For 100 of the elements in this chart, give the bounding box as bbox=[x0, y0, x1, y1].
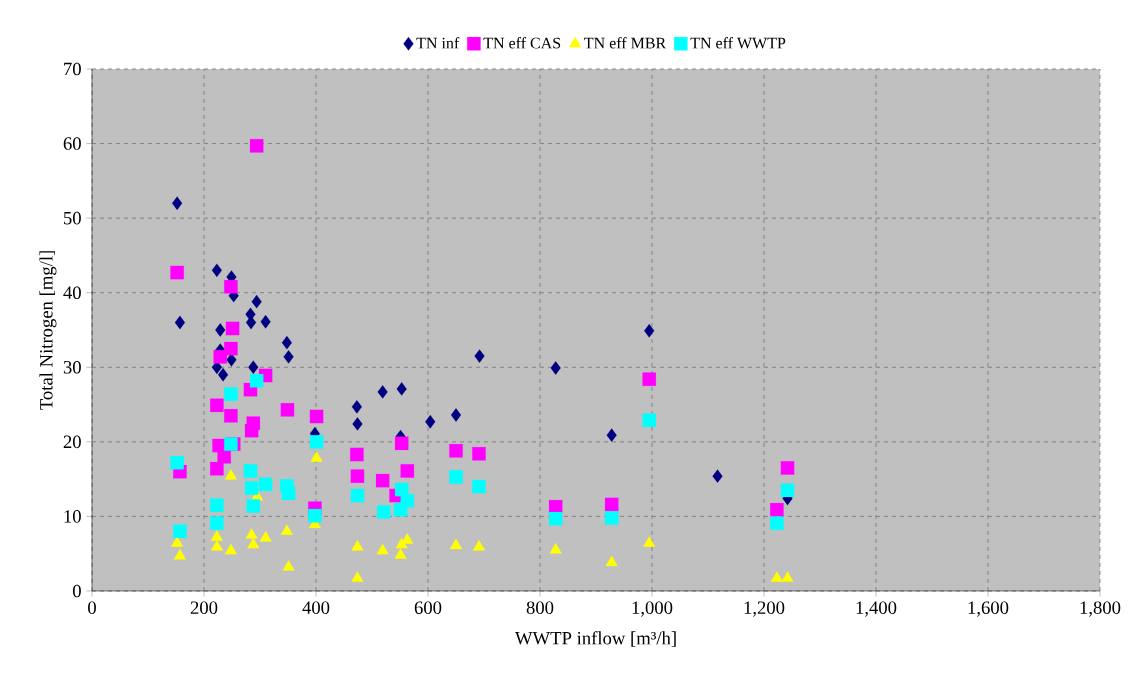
point bbox=[770, 516, 784, 530]
point bbox=[170, 455, 184, 470]
point bbox=[770, 502, 784, 517]
x-axis-title: WWTP inflow [m³/h] bbox=[514, 631, 676, 647]
point bbox=[247, 537, 260, 549]
point bbox=[549, 542, 562, 554]
point bbox=[283, 350, 294, 364]
point bbox=[170, 265, 184, 280]
point bbox=[226, 353, 237, 367]
y-axis-title: Total Nitrogen [mg/l] bbox=[39, 251, 57, 410]
point bbox=[244, 481, 259, 495]
x-tick-label: 1,600 bbox=[968, 601, 1009, 617]
point bbox=[260, 315, 271, 329]
point bbox=[352, 417, 363, 431]
point bbox=[211, 263, 222, 278]
point bbox=[249, 373, 264, 388]
point bbox=[474, 349, 485, 363]
x-tick-label: 1,200 bbox=[744, 601, 785, 617]
point bbox=[449, 470, 463, 484]
legend-label: TN eff CAS bbox=[483, 37, 561, 49]
y-tick-label: 0 bbox=[72, 584, 81, 598]
point bbox=[258, 477, 273, 492]
point bbox=[246, 499, 261, 513]
point bbox=[548, 511, 563, 526]
point bbox=[350, 469, 365, 483]
point bbox=[225, 321, 240, 336]
point bbox=[642, 413, 656, 427]
point bbox=[282, 560, 295, 571]
y-tick-label: 20 bbox=[63, 435, 81, 449]
x-tick-label: 600 bbox=[414, 601, 442, 614]
point bbox=[472, 479, 486, 494]
x-tick-label: 1,800 bbox=[1080, 601, 1121, 617]
point bbox=[210, 398, 224, 413]
point bbox=[781, 571, 794, 582]
point bbox=[280, 524, 293, 535]
point bbox=[213, 350, 227, 364]
point bbox=[425, 414, 436, 429]
point bbox=[215, 323, 226, 337]
legend-label: TN eff WWTP bbox=[690, 37, 786, 49]
point bbox=[377, 385, 388, 399]
point bbox=[450, 408, 462, 422]
point bbox=[210, 539, 223, 551]
point bbox=[224, 469, 237, 480]
point bbox=[770, 571, 783, 582]
point bbox=[449, 538, 463, 550]
point bbox=[224, 409, 238, 423]
point bbox=[642, 372, 656, 386]
point bbox=[248, 360, 259, 375]
point bbox=[249, 139, 264, 153]
point bbox=[376, 543, 389, 555]
point bbox=[244, 423, 259, 438]
point bbox=[604, 511, 619, 525]
point bbox=[210, 461, 224, 476]
y-tick-label: 10 bbox=[64, 510, 81, 523]
x-tick-label: 400 bbox=[302, 601, 330, 614]
y-tick-label: 70 bbox=[64, 62, 81, 76]
x-tick-label: 1,400 bbox=[856, 601, 897, 617]
point bbox=[173, 548, 187, 560]
point bbox=[210, 516, 224, 530]
point bbox=[243, 464, 258, 478]
point bbox=[643, 536, 656, 547]
legend-label: TN inf bbox=[416, 37, 460, 49]
point bbox=[217, 367, 229, 382]
point bbox=[394, 548, 407, 559]
legend-label: TN eff MBR bbox=[584, 37, 667, 49]
point bbox=[309, 409, 324, 424]
point bbox=[780, 461, 795, 475]
y-tick-label: 30 bbox=[63, 360, 81, 374]
point bbox=[224, 279, 238, 294]
point bbox=[281, 335, 292, 350]
point bbox=[351, 400, 362, 414]
x-tick-label: 200 bbox=[190, 601, 218, 614]
point bbox=[377, 505, 391, 519]
point bbox=[172, 196, 183, 210]
point bbox=[393, 502, 408, 517]
point bbox=[449, 444, 463, 458]
y-tick-label: 40 bbox=[63, 286, 81, 300]
point bbox=[251, 294, 262, 309]
point bbox=[351, 571, 364, 582]
point bbox=[604, 497, 619, 512]
point bbox=[310, 451, 323, 462]
point bbox=[780, 483, 795, 498]
point bbox=[472, 447, 486, 461]
point bbox=[606, 428, 617, 442]
x-tick-label: 800 bbox=[526, 601, 554, 614]
point bbox=[351, 539, 364, 551]
point bbox=[400, 464, 415, 478]
point bbox=[394, 436, 409, 451]
point bbox=[224, 543, 237, 555]
point bbox=[308, 508, 322, 523]
point bbox=[550, 361, 561, 375]
point bbox=[605, 555, 618, 567]
point bbox=[309, 435, 324, 449]
point bbox=[210, 530, 223, 541]
point bbox=[224, 387, 238, 401]
point bbox=[280, 403, 295, 417]
point bbox=[174, 315, 186, 330]
point bbox=[173, 524, 187, 539]
point bbox=[375, 473, 390, 488]
point bbox=[245, 528, 258, 539]
